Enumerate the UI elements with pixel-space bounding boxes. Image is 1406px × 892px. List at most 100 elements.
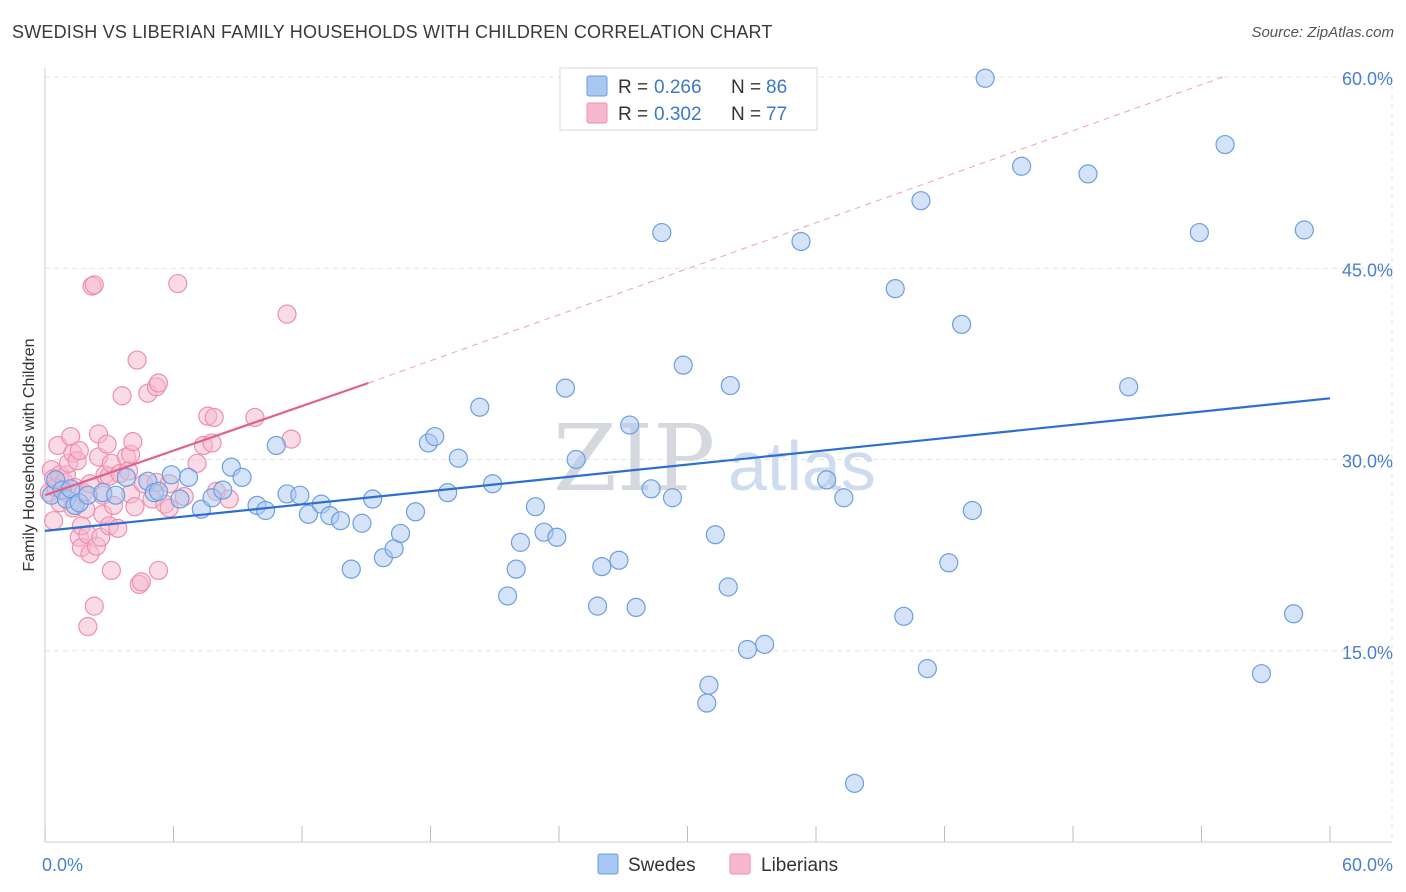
legend-n-value-liberians: 77 [766,104,787,125]
y-tick-labels: 15.0% 30.0% 45.0% 60.0% [1342,69,1393,663]
bottom-legend-swatch-liberians [729,853,751,875]
swedes-point-33 [363,489,383,509]
y-axis-title: Family Households with Children [21,339,38,572]
swedes-point-30 [330,511,351,531]
swedes-point-27 [298,504,319,524]
liberians-point-68 [187,453,207,473]
swedes-point-83 [1189,222,1209,243]
swedes-point-67 [697,693,717,713]
legend-swatch-liberians [586,102,608,124]
legend-r-value-swedes: 0.266 [654,77,702,98]
liberians-trend-line [44,381,369,497]
swedes-point-82 [1119,377,1139,397]
x-tick-label-max: 60.0% [1342,855,1393,875]
liberians-point-42 [101,560,121,581]
swedes-point-76 [939,553,959,573]
swedes-point-74 [911,191,931,211]
swedes-trend-line [44,397,1331,532]
correlation-legend: R = 0.266 N = 86 R = 0.302 N = 77 [559,67,818,131]
swedes-point-59 [662,488,683,508]
liberians-point-55 [131,572,151,592]
liberians-point-66 [168,273,188,294]
swedes-point-10 [116,467,136,487]
x-tick-label-min: 0.0% [42,855,83,875]
watermark-atlas: atlas [728,427,876,505]
swedes-point-23 [255,500,276,521]
swedes-points [41,68,1314,793]
swedes-point-55 [620,415,640,435]
swedes-point-44 [498,586,518,606]
x-tick-labels: 0.0% 60.0% [42,855,1393,875]
swedes-point-21 [232,467,252,487]
chart-title: SWEDISH VS LIBERIAN FAMILY HOUSEHOLDS WI… [12,22,773,42]
liberians-point-76 [277,304,297,324]
swedes-point-26 [290,485,310,505]
liberians-point-38 [97,434,117,454]
swedes-point-65 [754,634,775,654]
series-legend: Swedes Liberians [597,853,838,876]
liberians-point-19 [69,440,89,461]
liberians-point-29 [84,275,104,295]
swedes-point-70 [834,488,854,508]
liberians-point-46 [112,386,132,406]
swedes-point-78 [962,500,982,521]
swedes-point-84 [1215,134,1235,155]
swedes-point-16 [178,467,199,487]
swedes-point-37 [405,502,426,522]
legend-n-label-swedes: N = [731,77,761,98]
swedes-point-19 [213,480,233,500]
swedes-point-50 [555,378,576,398]
y-tick-label-0: 15.0% [1342,643,1393,663]
swedes-point-40 [438,483,458,503]
bottom-legend-swedes: Swedes [628,855,696,876]
swedes-point-71 [844,773,865,793]
swedes-point-47 [525,497,546,517]
swedes-point-51 [566,449,586,470]
swedes-point-58 [652,222,672,243]
liberians-point-72 [204,407,224,428]
liberians-point-30 [84,596,104,616]
swedes-point-81 [1078,164,1098,184]
swedes-point-68 [791,231,811,252]
swedes-point-61 [705,525,725,545]
swedes-point-39 [425,426,445,447]
swedes-point-49 [547,527,567,547]
liberians-point-53 [127,350,147,370]
swedes-point-85 [1251,664,1272,684]
bottom-legend-swatch-swedes [597,853,619,875]
swedes-point-69 [817,470,837,490]
swedes-point-52 [587,596,608,616]
liberians-points [39,273,301,637]
legend-r-value-liberians: 0.302 [654,104,702,125]
swedes-point-54 [609,550,629,570]
y-tick-label-2: 45.0% [1342,260,1393,280]
trend-lines [44,76,1331,532]
liberians-point-62 [148,560,169,581]
swedes-point-13 [148,481,169,501]
swedes-point-75 [917,658,937,679]
axes [44,68,1392,843]
legend-n-label-liberians: N = [731,104,761,125]
liberians-point-25 [78,616,98,637]
swedes-point-66 [699,675,719,695]
swedes-point-63 [720,375,740,396]
liberians-trend-extension [368,76,1224,384]
swedes-point-45 [506,559,526,579]
swedes-point-60 [673,355,693,375]
swedes-point-72 [885,279,905,299]
swedes-point-64 [737,639,758,660]
swedes-point-42 [470,397,490,417]
liberians-point-52 [125,497,145,517]
swedes-point-80 [1011,156,1032,176]
swedes-point-31 [341,559,361,579]
swedes-point-87 [1294,220,1314,240]
legend-r-label-swedes: R = [618,77,648,98]
liberians-point-51 [123,432,143,452]
y-tick-label-1: 30.0% [1342,452,1393,472]
swedes-point-86 [1283,604,1304,624]
grid-lines [45,76,1393,842]
swedes-point-73 [894,606,914,626]
liberians-point-61 [148,373,169,393]
swedes-point-57 [641,479,661,499]
